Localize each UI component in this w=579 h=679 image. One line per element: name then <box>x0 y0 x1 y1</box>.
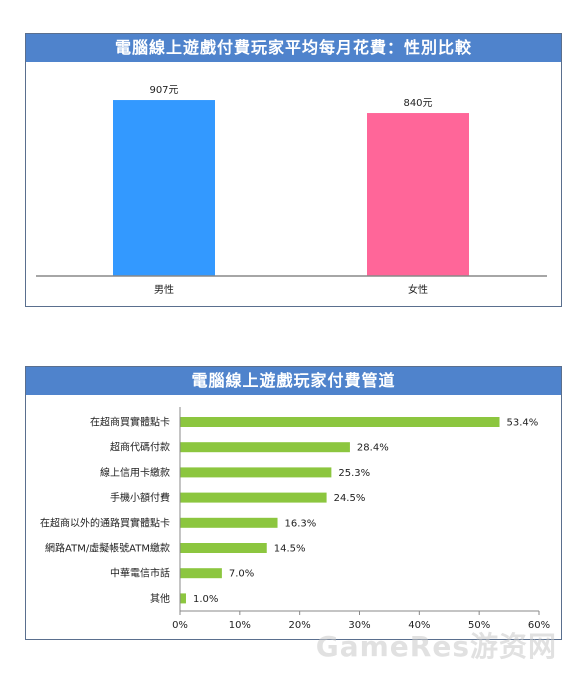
bar <box>180 442 350 453</box>
category-label: 在超商以外的通路買實體點卡 <box>40 516 170 529</box>
category-label: 網路ATM/虛擬帳號ATM繳款 <box>45 542 170 555</box>
bar <box>180 467 332 478</box>
data-label: 907元 <box>149 85 178 96</box>
category-label: 中華電信市話 <box>110 567 170 580</box>
gender-spending-chart-panel: 電腦線上遊戲付費玩家平均每月花費：性別比較 907元男性 840元女性 <box>25 33 562 307</box>
bar <box>180 543 267 553</box>
category-label: 線上信用卡繳款 <box>100 466 170 479</box>
data-label: 16.3% <box>285 518 317 529</box>
bar <box>180 517 278 528</box>
bar <box>113 100 215 277</box>
category-label: 男性 <box>154 283 174 296</box>
data-label: 7.0% <box>229 569 254 580</box>
x-tick-label: 30% <box>348 620 370 631</box>
data-label: 24.5% <box>334 493 366 504</box>
payment-channel-chart-panel: 電腦線上遊戲玩家付費管道 在超商買實體點卡 53.4% 超商代碼付款 28.4% 線上信… <box>25 366 562 640</box>
chart-title: 電腦線上遊戲付費玩家平均每月花費：性別比較 <box>26 34 561 62</box>
payment-channel-chart: 在超商買實體點卡 53.4% 超商代碼付款 28.4% 線上信用卡繳款 25.3% 手機小額… <box>40 407 550 631</box>
x-tick-label: 0% <box>172 620 188 631</box>
data-label: 840元 <box>403 98 432 109</box>
bar <box>180 417 500 427</box>
data-label: 1.0% <box>193 594 218 605</box>
watermark: GameRes游资网 <box>315 630 557 663</box>
bar <box>180 492 327 503</box>
x-tick-label: 10% <box>229 620 251 631</box>
x-tick-label: 60% <box>528 620 550 631</box>
data-label: 28.4% <box>357 443 389 454</box>
bar <box>367 113 469 276</box>
data-label: 53.4% <box>507 418 539 429</box>
bar <box>180 593 186 604</box>
category-label: 手機小額付費 <box>110 491 170 504</box>
data-label: 25.3% <box>338 468 370 479</box>
category-label: 在超商買實體點卡 <box>90 416 170 429</box>
category-label: 女性 <box>408 283 428 296</box>
data-label: 14.5% <box>274 544 306 555</box>
x-tick-label: 40% <box>408 620 430 631</box>
category-label: 其他 <box>150 592 170 605</box>
category-label: 超商代碼付款 <box>110 441 170 454</box>
bar <box>180 568 222 579</box>
x-tick-label: 50% <box>468 620 490 631</box>
chart-title: 電腦線上遊戲玩家付費管道 <box>26 367 561 395</box>
x-tick-label: 20% <box>289 620 311 631</box>
